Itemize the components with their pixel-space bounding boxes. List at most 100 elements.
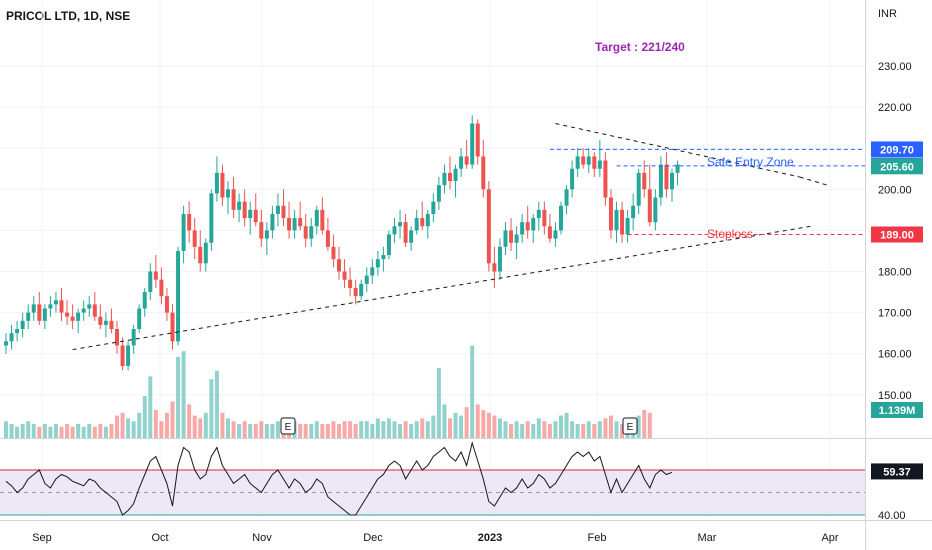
candle-body [653, 197, 658, 223]
volume-bar [470, 345, 475, 438]
volume-bar [137, 412, 142, 438]
volume-bar [337, 424, 341, 438]
volume-bar [542, 421, 547, 438]
volume-bar [9, 424, 14, 438]
price-label: 205.60 [880, 161, 914, 173]
volume-bar [120, 412, 125, 438]
price-tick: 230.00 [878, 61, 912, 73]
volume-bar [226, 418, 230, 438]
trendline-upper [555, 123, 800, 178]
candle-body [203, 242, 208, 264]
candle-body [37, 304, 42, 321]
volume-bar [53, 424, 58, 438]
candle-body [647, 189, 652, 223]
candle-body [470, 123, 475, 165]
volume-bar [31, 424, 36, 438]
volume-bar [4, 421, 8, 438]
candle-body [226, 189, 230, 198]
volume-bar [425, 421, 430, 438]
candle-body [148, 271, 153, 293]
candle-body [314, 209, 319, 227]
volume-bar [298, 424, 303, 438]
candle-body [481, 156, 486, 190]
volume-bar [592, 424, 597, 438]
candle-body [514, 234, 519, 243]
volume-bar [442, 404, 447, 438]
candle-body [231, 189, 236, 210]
candle-body [564, 189, 569, 206]
candle-body [559, 205, 563, 231]
candle-body [281, 205, 286, 219]
candle-body [453, 168, 458, 182]
candle-body [142, 292, 147, 309]
price-label: 189.00 [880, 230, 914, 242]
volume-bar [103, 426, 108, 438]
chart-title: PRICOL LTD, 1D, NSE [6, 9, 131, 23]
candle-body [81, 308, 86, 313]
candle-body [26, 312, 31, 321]
volume-bar [359, 421, 364, 438]
volume-bar [92, 426, 97, 438]
candle-body [109, 320, 114, 330]
volume-bar [309, 424, 314, 438]
volume-bar [59, 426, 64, 438]
volume-bar [575, 424, 580, 438]
candle-body [220, 172, 225, 198]
volume-bar [559, 415, 563, 438]
volume-bar [414, 421, 419, 438]
volume-bar [608, 415, 613, 438]
candle-body [4, 341, 8, 346]
currency-label: INR [878, 8, 897, 20]
volume-bar [536, 418, 541, 438]
volume-bar [370, 424, 375, 438]
time-tick: Apr [821, 532, 838, 544]
candle-body [497, 246, 502, 272]
volume-bar [636, 415, 641, 438]
volume-bar [187, 404, 192, 438]
volume-bar [475, 404, 480, 438]
volume-bar [547, 424, 552, 438]
volume-bar [464, 407, 469, 438]
volume-bar [42, 424, 47, 438]
candle-body [131, 329, 136, 346]
price-label: 209.70 [880, 144, 914, 156]
candle-body [31, 304, 36, 313]
volume-bar [525, 421, 530, 438]
candle-body [264, 230, 269, 239]
candle-body [65, 312, 70, 317]
volume-bar [520, 424, 525, 438]
candle-body [570, 168, 575, 190]
volume-bar [164, 412, 169, 438]
candle-body [237, 201, 242, 210]
candle-body [431, 201, 436, 214]
candle-body [575, 156, 580, 169]
candle-body [475, 123, 480, 157]
volume-bar [98, 424, 103, 438]
volume-bar [70, 426, 75, 438]
candle-body [48, 304, 53, 309]
volume-bar [381, 421, 386, 438]
candle-body [642, 172, 647, 190]
candle-body [586, 156, 591, 165]
volume-bar [48, 426, 53, 438]
candle-body [103, 320, 108, 325]
rsi-value-box [871, 463, 923, 480]
volume-bar [214, 370, 219, 438]
candle-body [164, 296, 169, 313]
candle-body [620, 209, 625, 235]
volume-bar [431, 415, 436, 438]
candle-body [542, 209, 547, 227]
volume-bar [409, 424, 414, 438]
candle-body [115, 329, 119, 346]
volume-bar [398, 424, 403, 438]
candle-body [137, 308, 142, 330]
candle-body [87, 304, 92, 309]
candle-body [15, 329, 20, 334]
price-tick: 170.00 [878, 308, 912, 320]
candle-body [181, 213, 186, 251]
candle-body [198, 246, 203, 264]
volume-bar [264, 424, 269, 438]
candle-body [503, 230, 508, 247]
volume-bar [159, 421, 164, 438]
